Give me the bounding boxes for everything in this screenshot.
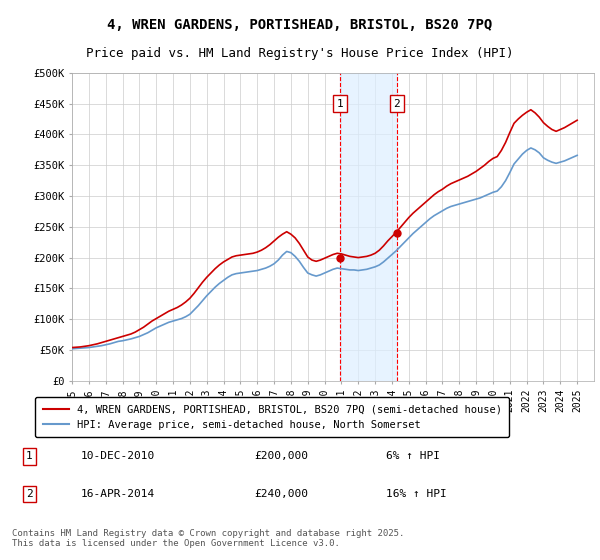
Text: 2: 2: [26, 489, 32, 499]
Text: £200,000: £200,000: [254, 451, 308, 461]
Text: 16-APR-2014: 16-APR-2014: [81, 489, 155, 499]
Text: 2: 2: [394, 99, 400, 109]
Text: 1: 1: [337, 99, 343, 109]
Text: 1: 1: [26, 451, 32, 461]
Text: Contains HM Land Registry data © Crown copyright and database right 2025.
This d: Contains HM Land Registry data © Crown c…: [12, 529, 404, 548]
Text: 4, WREN GARDENS, PORTISHEAD, BRISTOL, BS20 7PQ: 4, WREN GARDENS, PORTISHEAD, BRISTOL, BS…: [107, 18, 493, 32]
Text: £240,000: £240,000: [254, 489, 308, 499]
Bar: [340, 73, 397, 381]
Text: 16% ↑ HPI: 16% ↑ HPI: [386, 489, 447, 499]
Text: 10-DEC-2010: 10-DEC-2010: [81, 451, 155, 461]
Text: 6% ↑ HPI: 6% ↑ HPI: [386, 451, 440, 461]
Text: Price paid vs. HM Land Registry's House Price Index (HPI): Price paid vs. HM Land Registry's House …: [86, 48, 514, 60]
Legend: 4, WREN GARDENS, PORTISHEAD, BRISTOL, BS20 7PQ (semi-detached house), HPI: Avera: 4, WREN GARDENS, PORTISHEAD, BRISTOL, BS…: [35, 397, 509, 437]
